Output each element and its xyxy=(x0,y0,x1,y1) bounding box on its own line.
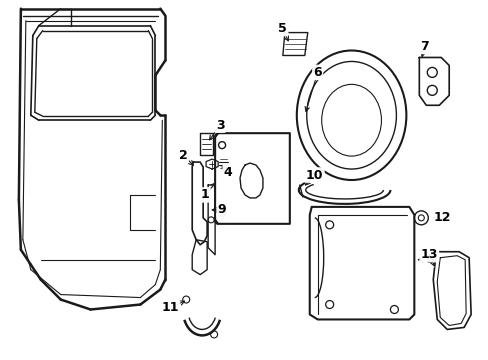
Text: 6: 6 xyxy=(313,66,322,79)
Text: 7: 7 xyxy=(419,40,428,53)
Text: 12: 12 xyxy=(432,211,450,224)
Text: 10: 10 xyxy=(305,168,323,181)
Text: 8: 8 xyxy=(424,253,433,266)
Text: 2: 2 xyxy=(179,149,187,162)
Text: 11: 11 xyxy=(161,301,179,314)
Text: 1: 1 xyxy=(201,188,209,202)
Text: 3: 3 xyxy=(215,119,224,132)
Text: 5: 5 xyxy=(278,22,286,35)
Text: 13: 13 xyxy=(420,248,437,261)
Text: 4: 4 xyxy=(223,166,232,179)
Text: 9: 9 xyxy=(217,203,226,216)
